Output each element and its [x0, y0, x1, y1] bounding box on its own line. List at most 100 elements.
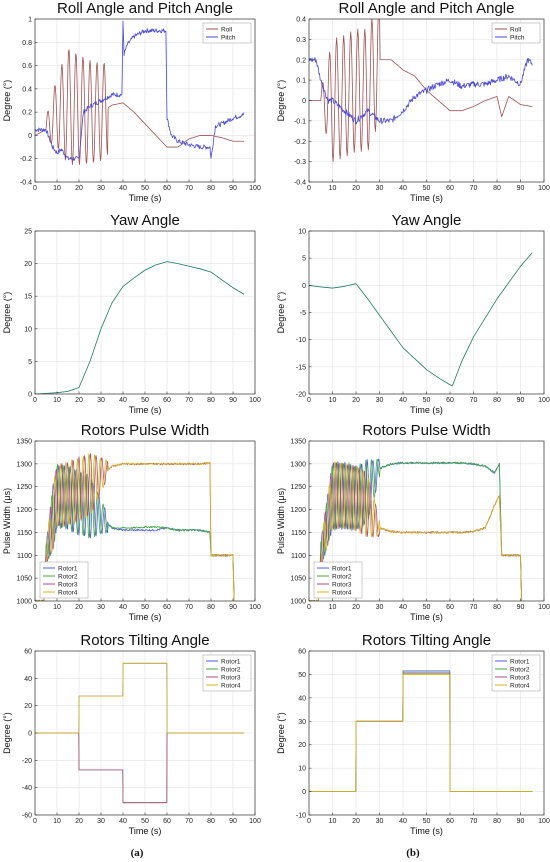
x-tick-label: 0	[307, 604, 311, 611]
x-tick-label: 10	[329, 185, 337, 192]
legend-label: Rotor1	[221, 658, 241, 665]
y-tick-label: -20	[296, 392, 306, 399]
chart-title: Rotors Tilting Angle	[362, 632, 491, 649]
y-tick-label: 1100	[291, 553, 306, 560]
x-tick-label: 100	[249, 818, 261, 825]
x-tick-label: 70	[185, 818, 193, 825]
x-axis-label: Time (s)	[410, 193, 443, 203]
x-tick-label: 10	[53, 397, 61, 404]
y-tick-label: 0.4	[296, 17, 306, 24]
series-group	[309, 252, 533, 387]
x-tick-label: 30	[376, 604, 384, 611]
y-axis-label: Degree (°)	[276, 292, 286, 334]
y-tick-label: 0.2	[22, 110, 32, 117]
y-tick-label: 0.3	[296, 37, 306, 44]
y-tick-label: 0	[302, 789, 306, 796]
y-tick-label: 1350	[290, 439, 306, 446]
x-tick-label: 60	[446, 185, 454, 192]
series-line-pitch	[35, 20, 245, 161]
x-tick-label: 0	[33, 604, 37, 611]
y-tick-label: 1300	[290, 461, 306, 468]
chart-b3: 0 10 20 30 40 50 60 70 80 90 100 1000 1050 1100 1150 12…	[276, 422, 550, 622]
y-axis-label: Degree (°)	[276, 712, 286, 754]
y-tick-label: -0.2	[294, 139, 306, 146]
y-tick-label: 20	[298, 742, 306, 749]
x-tick-label: 50	[423, 397, 431, 404]
series-line-rotor4	[35, 662, 244, 734]
x-tick-label: 30	[376, 397, 384, 404]
x-axis-label: Time (s)	[129, 612, 162, 622]
x-tick-label: 80	[207, 604, 215, 611]
y-tick-label: 1250	[290, 484, 306, 491]
x-tick-label: 20	[75, 604, 83, 611]
x-axis-label: Time (s)	[129, 405, 162, 415]
chart-title: Rotors Pulse Width	[81, 422, 209, 439]
y-tick-label: 1000	[290, 599, 306, 606]
x-tick-label: 50	[141, 604, 149, 611]
y-tick-label: 5	[302, 256, 306, 263]
x-tick-label: 80	[493, 397, 501, 404]
y-tick-label: 0.8	[22, 40, 32, 47]
x-tick-label: 40	[399, 604, 407, 611]
series-line-rotor4	[309, 674, 533, 792]
y-tick-label: -0.3	[294, 159, 306, 166]
x-tick-label: 30	[97, 818, 105, 825]
y-tick-label: -60	[22, 813, 32, 820]
chart-a1: 0 10 20 30 40 50 60 70 80 90 100 -0.4 -0.2 0 0.2 0.4 0.6…	[2, 0, 261, 203]
x-tick-label: 80	[493, 818, 501, 825]
x-tick-label: 10	[53, 604, 61, 611]
y-tick-label: 15	[24, 294, 32, 301]
x-axis-label: Time (s)	[410, 612, 443, 622]
y-tick-label: 40	[298, 695, 306, 702]
chart-title: Roll Angle and Pitch Angle	[57, 0, 233, 17]
y-tick-label: 0	[302, 283, 306, 290]
y-axis-label: Degree (°)	[2, 80, 12, 122]
x-tick-label: 20	[352, 604, 360, 611]
y-tick-label: 20	[24, 703, 32, 710]
x-tick-label: 100	[538, 818, 550, 825]
y-tick-label: 25	[24, 229, 32, 236]
y-tick-label: 1150	[17, 530, 32, 537]
y-tick-label: 1250	[16, 484, 32, 491]
x-tick-label: 20	[352, 818, 360, 825]
x-tick-label: 70	[185, 397, 193, 404]
x-tick-label: 60	[446, 604, 454, 611]
x-tick-label: 70	[185, 604, 193, 611]
y-tick-label: 20	[24, 261, 32, 268]
x-tick-label: 60	[163, 185, 171, 192]
legend-label: Rotor4	[510, 682, 530, 689]
legend-label: Rotor4	[332, 589, 352, 596]
x-tick-label: 10	[53, 185, 61, 192]
x-tick-label: 80	[207, 397, 215, 404]
y-tick-label: 1050	[290, 576, 306, 583]
legend-label: Rotor2	[332, 573, 352, 580]
series-line-rotor2	[309, 458, 523, 601]
x-tick-label: 50	[141, 185, 149, 192]
legend-label: Rotor3	[332, 581, 352, 588]
y-tick-label: 5	[28, 359, 32, 366]
x-tick-label: 20	[75, 818, 83, 825]
x-tick-label: 90	[517, 818, 525, 825]
y-tick-label: -0.1	[294, 118, 306, 125]
chart-title: Yaw Angle	[392, 212, 462, 229]
x-tick-label: 70	[470, 604, 478, 611]
x-tick-label: 100	[538, 185, 550, 192]
x-tick-label: 100	[538, 397, 550, 404]
y-tick-label: 0.1	[296, 78, 306, 85]
legend-label: Rotor3	[510, 674, 530, 681]
x-tick-label: 40	[119, 397, 127, 404]
y-tick-label: -10	[296, 813, 306, 820]
legend-label: Rotor2	[510, 666, 530, 673]
legend-label: Rotor4	[221, 682, 241, 689]
legend-label: Rotor3	[58, 581, 78, 588]
legend-label: Pitch	[510, 34, 525, 41]
y-tick-label: 0.6	[22, 63, 32, 70]
y-tick-label: 50	[298, 672, 306, 679]
series-line-rotor4	[309, 461, 523, 601]
y-tick-label: -20	[22, 758, 32, 765]
series-group	[35, 20, 245, 166]
y-tick-label: 1350	[16, 439, 32, 446]
chart-title: Yaw Angle	[110, 212, 180, 229]
